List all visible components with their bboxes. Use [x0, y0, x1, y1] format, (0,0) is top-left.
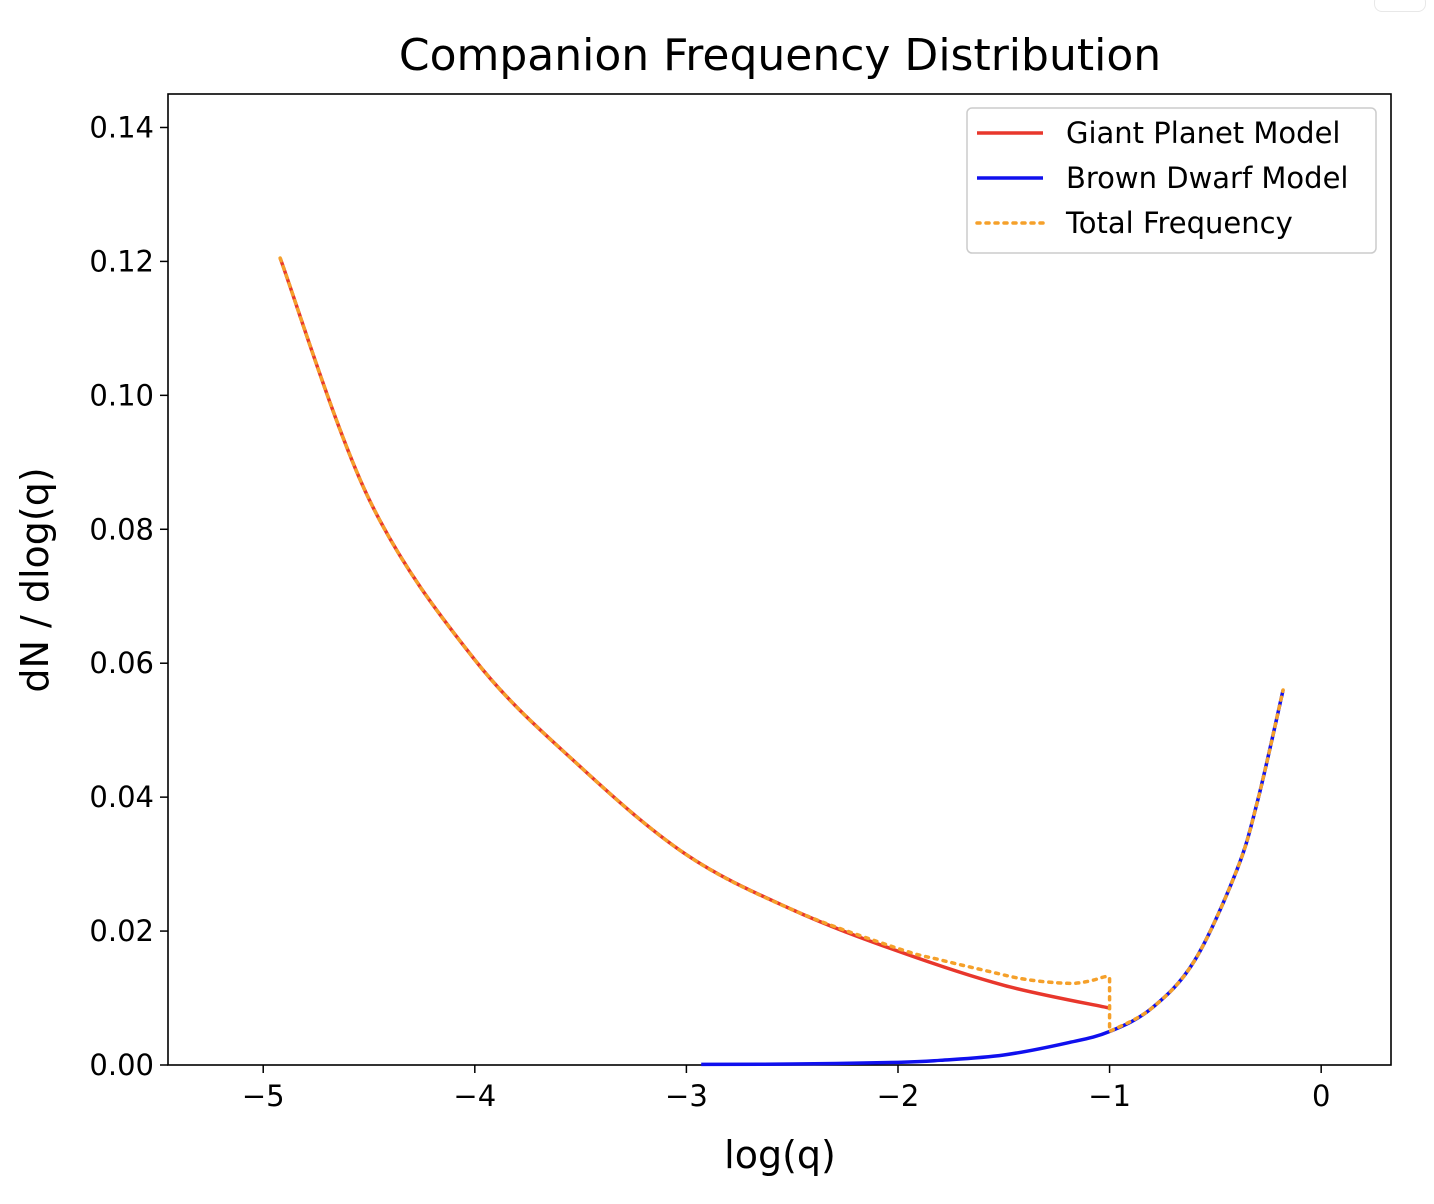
y-axis-ticks: 0.00 0.02 0.04 0.06 0.08 0.10 0.12 0.14 — [89, 110, 168, 1082]
series-line-brown-dwarf-model — [701, 689, 1285, 1067]
x-tick-label: −2 — [877, 1079, 920, 1113]
plot-area — [167, 93, 1392, 1067]
y-tick-label: 0.04 — [89, 780, 154, 814]
x-tick-label: −1 — [1088, 1079, 1131, 1113]
legend-label: Giant Planet Model — [1066, 116, 1340, 150]
legend-label: Total Frequency — [1065, 206, 1293, 240]
x-tick-label: −3 — [665, 1079, 708, 1113]
x-axis-ticks: −5 −4 −3 −2 −1 0 — [242, 1065, 1330, 1113]
y-tick-label: 0.14 — [89, 110, 154, 144]
legend-box — [966, 107, 1377, 254]
x-tick-label: −5 — [242, 1079, 285, 1113]
legend-label: Brown Dwarf Model — [1066, 161, 1348, 195]
y-tick-label: 0.12 — [89, 244, 154, 278]
y-tick-label: 0.08 — [89, 512, 154, 546]
series-layer — [278, 256, 1285, 1067]
y-axis-label: dN / dlog(q) — [13, 467, 57, 692]
y-tick-label: 0.00 — [89, 1048, 154, 1082]
corner-widget — [1374, 0, 1426, 12]
y-tick-label: 0.10 — [89, 378, 154, 412]
x-tick-label: 0 — [1312, 1079, 1330, 1113]
y-tick-label: 0.02 — [89, 914, 154, 948]
series-line-total-frequency — [278, 256, 1285, 1035]
y-tick-label: 0.06 — [89, 646, 154, 680]
chart-title: Companion Frequency Distribution — [399, 30, 1161, 81]
legend: Giant Planet Model Brown Dwarf Model Total… — [966, 107, 1377, 254]
series-line-giant-planet-model — [278, 257, 1110, 1010]
x-axis-label: log(q) — [724, 1133, 836, 1177]
x-tick-label: −4 — [453, 1079, 496, 1113]
